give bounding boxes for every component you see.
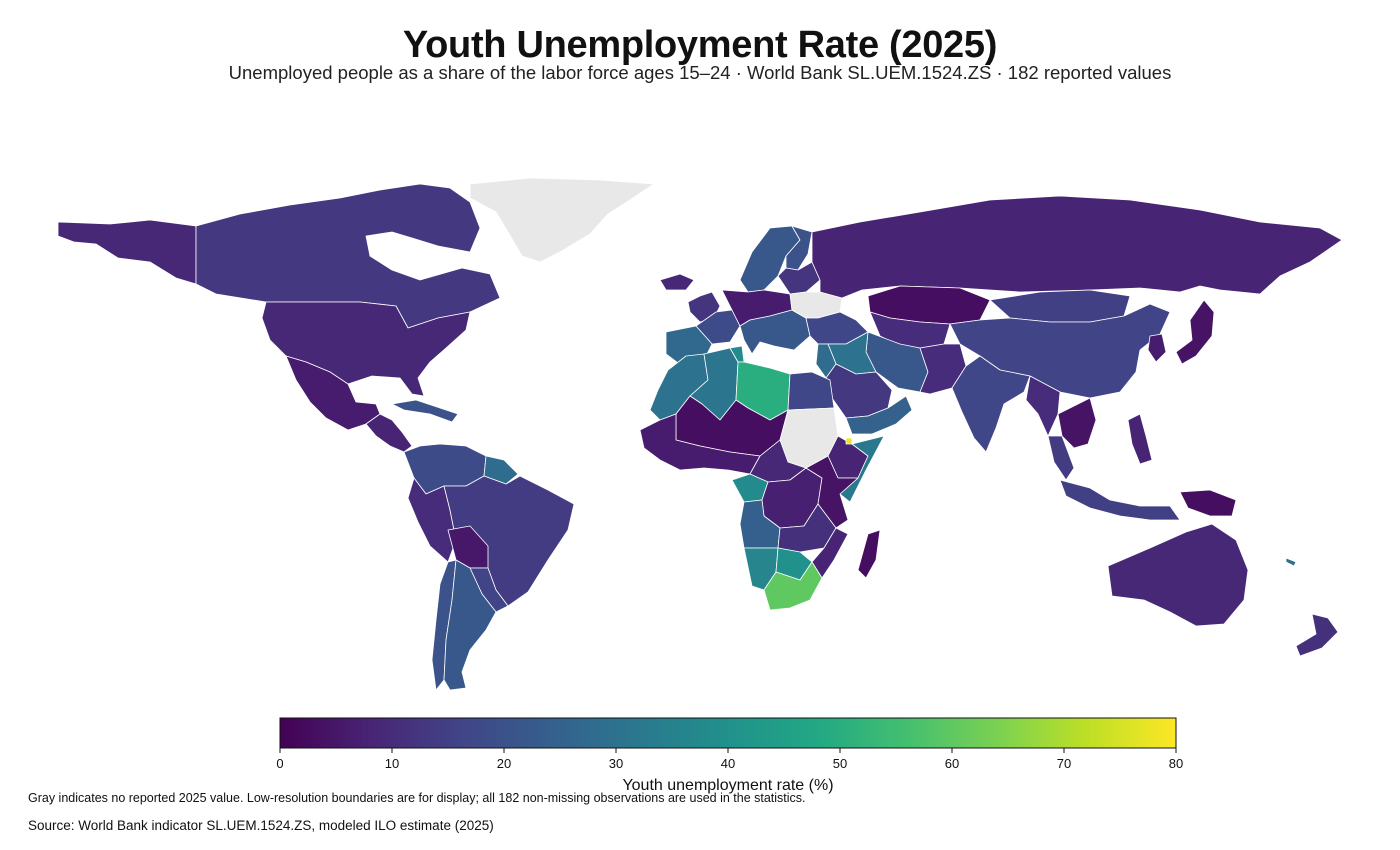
footnote: Gray indicates no reported 2025 value. L… [28,791,806,805]
region-madagascar[interactable] [857,529,881,579]
region-argentina[interactable] [443,559,497,691]
region-korea[interactable] [1147,333,1167,363]
region-new-zealand[interactable] [1295,613,1339,657]
colorbar-tick-label: 70 [1057,756,1071,771]
colorbar-tick-label: 80 [1169,756,1183,771]
region-papua-new-guinea[interactable] [1179,489,1237,517]
colorbar-tick-label: 20 [497,756,511,771]
region-guianas[interactable] [483,455,519,485]
region-central-america[interactable] [365,413,413,453]
region-peru-ecuador[interactable] [407,477,457,563]
colorbar-gradient [279,717,1177,749]
region-japan[interactable] [1175,299,1215,365]
region-caribbean[interactable] [391,399,459,423]
region-south-africa[interactable] [763,561,823,611]
region-greenland[interactable] [469,177,655,263]
region-australia[interactable] [1107,523,1249,627]
region-east-africa[interactable] [805,455,859,529]
region-iceland[interactable] [659,273,695,291]
colorbar: 0 10 20 30 40 50 60 70 80 Youth unemployment rat… [276,717,1183,794]
region-indonesia[interactable] [1059,479,1181,521]
region-russia[interactable] [811,195,1343,299]
map-subtitle: Unemployed people as a share of the labo… [228,62,1172,83]
region-alaska[interactable] [57,219,197,285]
region-eastern-europe[interactable] [777,261,821,295]
region-saudi-arabia[interactable] [825,363,893,419]
colorbar-tick-label: 10 [385,756,399,771]
region-new-caledonia[interactable] [1285,557,1297,567]
map-title: Youth Unemployment Rate (2025) [402,24,998,66]
colorbar-tick-label: 40 [721,756,735,771]
colorbar-tick-label: 60 [945,756,959,771]
region-horn-of-africa[interactable] [839,435,885,503]
colorbar-title: Youth unemployment rate (%) [622,777,833,794]
colorbar-tick-label: 30 [609,756,623,771]
colorbar-tick-label: 0 [276,756,283,771]
region-india[interactable] [951,355,1031,453]
region-italy-balkans[interactable] [739,309,811,355]
region-philippines[interactable] [1127,413,1153,465]
region-oman-yemen[interactable] [845,395,913,435]
region-malaysia[interactable] [1047,435,1075,481]
source-note: Source: World Bank indicator SL.UEM.1524… [28,818,494,833]
region-djibouti[interactable] [845,437,853,445]
region-mongolia[interactable] [989,289,1131,323]
region-egypt[interactable] [787,371,835,411]
colorbar-tick-label: 50 [833,756,847,771]
